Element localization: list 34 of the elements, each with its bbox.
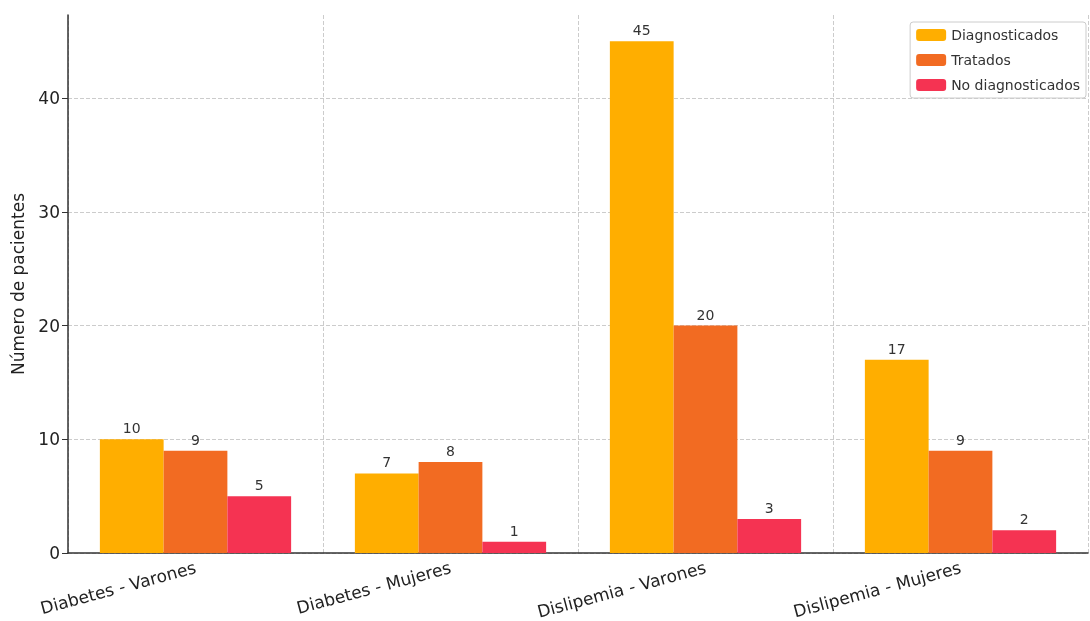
data-label: 17	[887, 340, 906, 357]
data-label: 9	[956, 431, 965, 448]
bar	[737, 518, 802, 554]
bar	[992, 530, 1057, 554]
data-label: 7	[382, 454, 392, 471]
y-axis-title: Número de pacientes	[7, 192, 28, 376]
legend-label: Tratados	[950, 52, 1011, 68]
bar	[482, 541, 547, 554]
data-label: 8	[446, 443, 455, 460]
legend-label: No diagnosticados	[951, 77, 1081, 93]
bar	[99, 439, 164, 554]
y-tick-label: 0	[49, 543, 60, 564]
bar	[673, 325, 738, 554]
x-tick-label: Diabetes - Mujeres	[294, 557, 454, 618]
bar	[227, 496, 292, 554]
data-label: 1	[509, 522, 519, 539]
data-label: 10	[122, 420, 141, 437]
y-tick-label: 40	[38, 88, 60, 109]
y-tick-label: 30	[38, 201, 60, 222]
y-tick-label: 10	[38, 429, 60, 450]
data-label: 9	[191, 431, 200, 448]
data-label: 3	[764, 499, 774, 516]
bar	[864, 359, 929, 554]
y-tick-label: 20	[38, 315, 60, 336]
data-label: 2	[1019, 511, 1029, 528]
bar	[418, 462, 483, 554]
data-label: 5	[254, 477, 264, 494]
bar	[609, 41, 674, 554]
data-label: 45	[632, 22, 651, 39]
bar	[163, 450, 228, 554]
bar	[928, 450, 993, 554]
bar	[354, 473, 419, 554]
legend-label: Diagnosticados	[951, 27, 1059, 43]
data-label: 20	[696, 306, 715, 323]
